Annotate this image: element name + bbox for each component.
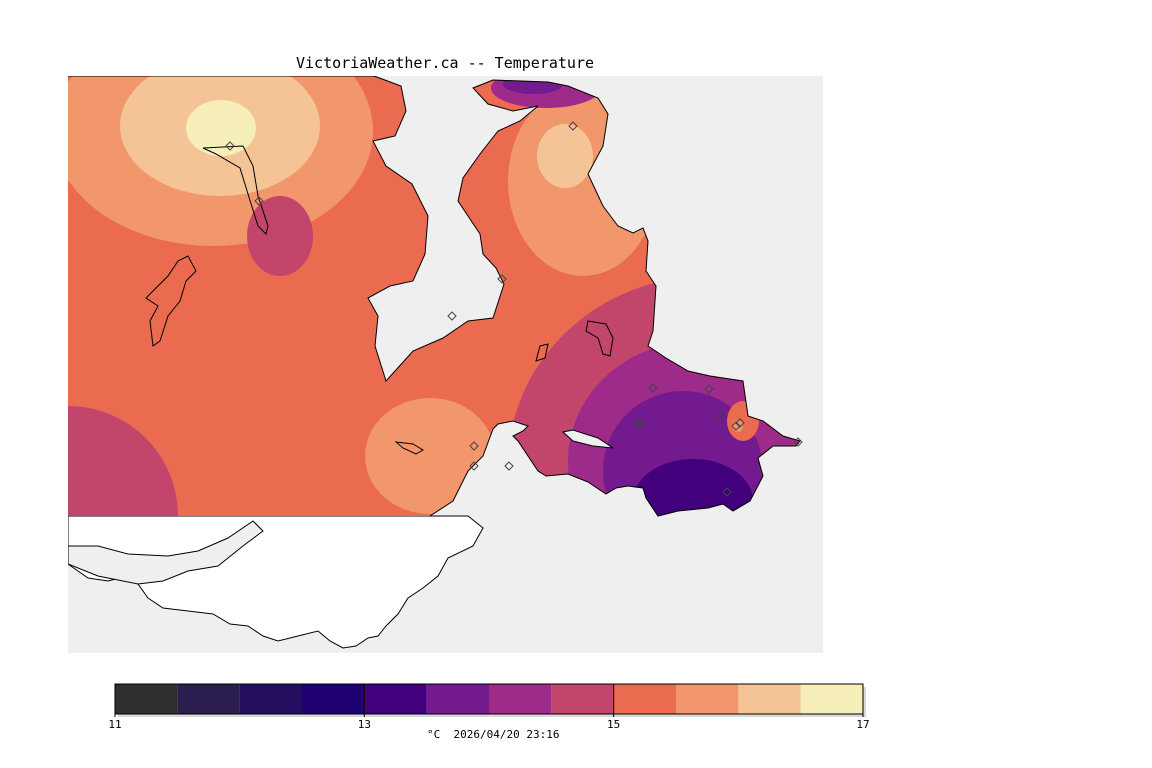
legend-swatch [177,684,240,714]
station-marker [633,418,643,428]
station-marker [504,461,514,471]
station-marker [704,384,714,394]
station-marker [254,196,264,206]
station-marker [648,383,658,393]
station-marker [731,421,741,431]
legend-swatch [738,684,801,714]
legend-swatch [426,684,489,714]
legend-tick-label: 17 [856,718,869,731]
temperature-map[interactable] [67,75,823,653]
map-title: VictoriaWeather.ca -- Temperature [295,54,594,72]
legend-tick-label: 11 [108,718,121,731]
harbour-inlet [561,429,614,449]
station-marker [735,418,745,428]
coastline [68,75,801,517]
station-marker [447,311,457,321]
legend-swatch [364,684,427,714]
legend-swatch [800,684,863,714]
station-marker [497,274,507,284]
legend-bar: 11 13 15 17 [108,683,870,731]
station-marker [635,419,645,429]
station-marker [469,441,479,451]
lake-small [535,343,549,362]
legend-swatch [115,684,178,714]
temperature-field [68,76,800,516]
legend-swatch [676,684,739,714]
station-marker [568,121,578,131]
legend-swatch [551,684,614,714]
legend-tick-label: 13 [358,718,371,731]
map-canvas [67,75,823,653]
legend-swatch [239,684,302,714]
station-marker [722,487,732,497]
weather-stations [225,121,803,497]
south-landmass [67,515,484,649]
station-marker [469,461,479,471]
station-marker [793,437,803,447]
legend-tick-label: 15 [607,718,620,731]
color-legend: 11 13 15 17 [0,680,1152,760]
lake-outline-east [585,320,614,357]
lake-south [394,441,424,455]
inlet-outline [202,145,269,235]
legend-caption: °C 2026/04/20 23:16 [427,728,559,741]
legend-swatch [489,684,552,714]
legend-unit: °C [427,728,441,741]
legend-swatch [302,684,365,714]
legend-timestamp: 2026/04/20 23:16 [453,728,560,741]
station-marker [715,411,725,421]
station-marker [225,141,235,151]
lake-outline [145,255,197,347]
south-landmass-bay [67,520,264,585]
legend-swatch [613,684,676,714]
